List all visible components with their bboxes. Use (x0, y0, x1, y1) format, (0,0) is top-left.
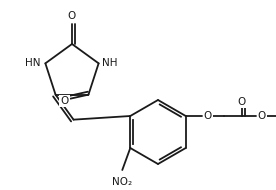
Text: NO₂: NO₂ (112, 177, 132, 187)
Text: O: O (238, 97, 246, 107)
Text: O: O (258, 111, 266, 121)
Text: O: O (60, 96, 68, 106)
Text: NH: NH (102, 58, 117, 68)
Text: O: O (68, 11, 76, 21)
Text: O: O (204, 111, 212, 121)
Text: HN: HN (25, 58, 40, 68)
